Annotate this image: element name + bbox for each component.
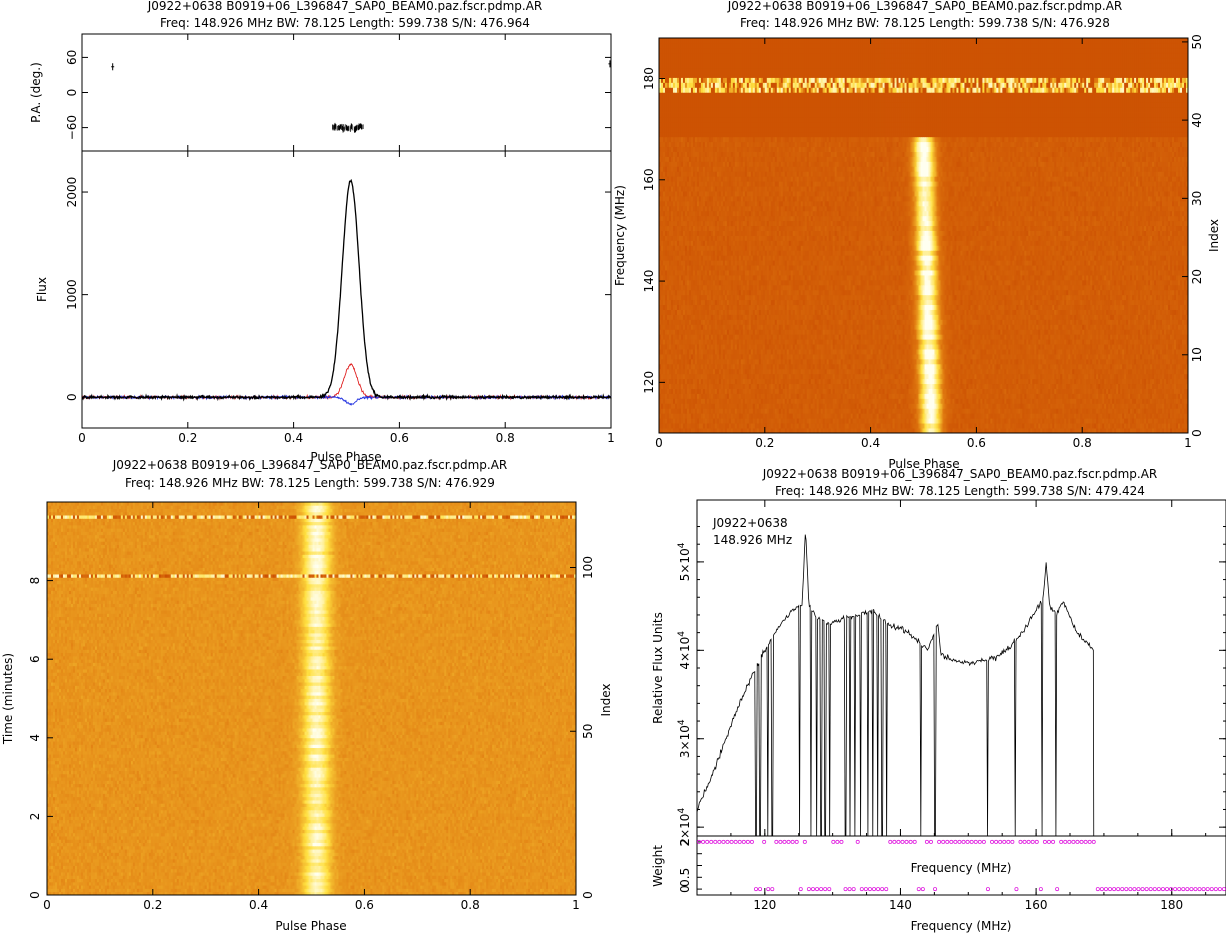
pa-frame [82, 34, 611, 151]
y-tick-label: 2000 [65, 177, 79, 208]
profile-panel: J0922+0638 B0919+06_L396847_SAP0_BEAM0.p… [29, 0, 615, 464]
pa-axis-label: P.A. (deg.) [29, 62, 43, 123]
flux-series-I [82, 180, 611, 399]
flux-axis-label: Flux [35, 277, 49, 302]
chart-subtitle: Freq: 148.926 MHz BW: 78.125 Length: 599… [160, 16, 530, 30]
x-tick-label: 0.4 [284, 431, 303, 445]
x-tick-label: 0 [78, 431, 86, 445]
x-tick-label: 0.6 [390, 431, 409, 445]
x-tick-label: 0.8 [496, 431, 515, 445]
flux-series-L [82, 364, 611, 399]
y-tick-label: 0 [65, 393, 79, 401]
x-tick-label: 0.2 [178, 431, 197, 445]
chart-title: J0922+0638 B0919+06_L396847_SAP0_BEAM0.p… [727, 0, 1123, 13]
y-tick-label: 0 [65, 89, 79, 97]
chart-title: J0922+0638 B0919+06_L396847_SAP0_BEAM0.p… [147, 0, 543, 13]
heatmap-cells [659, 38, 1188, 433]
y-tick-label: 1000 [65, 279, 79, 310]
x-tick-label: 1 [607, 431, 615, 445]
frequency-phase-panel: J0922+0638 B0919+06_L396847_SAP0_BEAM0.p… [613, 0, 1221, 471]
flux-frame [82, 151, 611, 428]
chart-subtitle: Freq: 148.926 MHz BW: 78.125 Length: 599… [740, 16, 1110, 30]
y-tick-label: −60 [65, 115, 79, 140]
y-tick-label: 60 [65, 50, 79, 65]
